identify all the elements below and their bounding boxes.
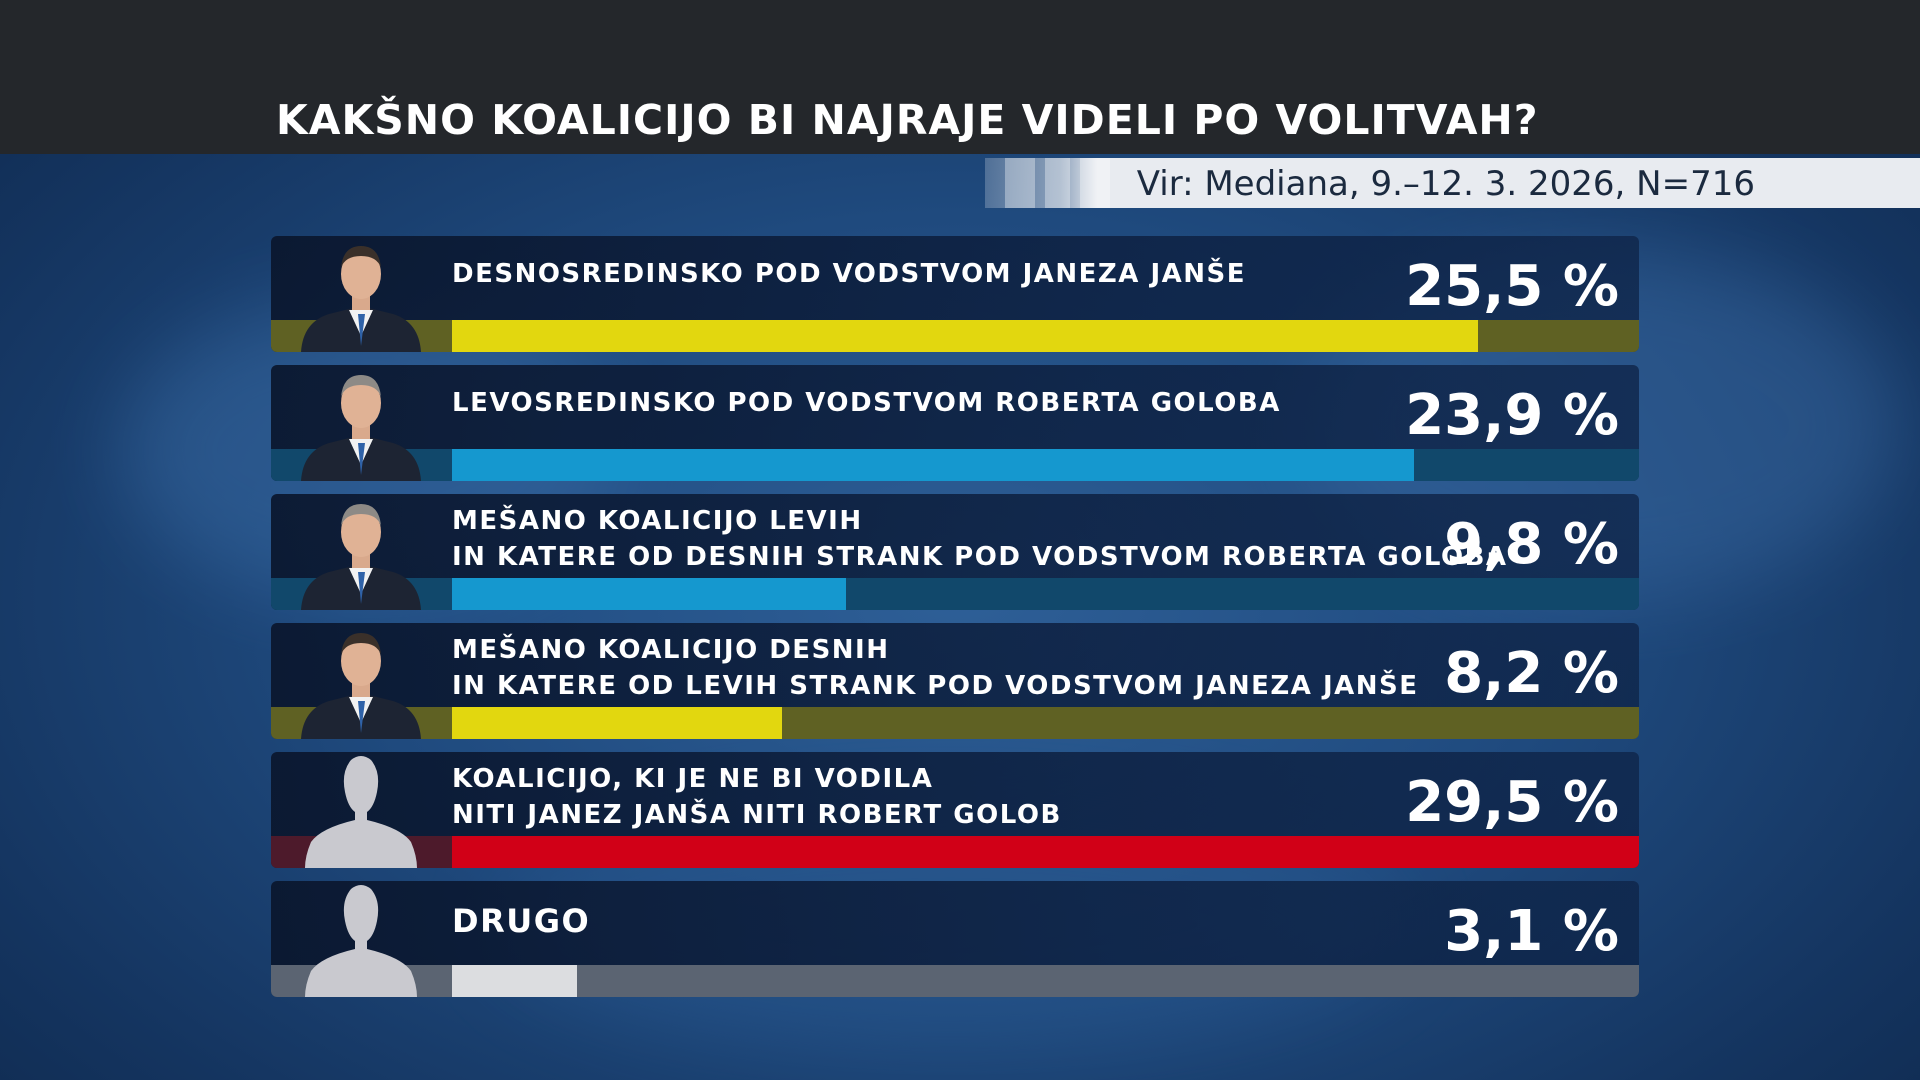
bar xyxy=(452,965,577,997)
category-label: MEŠANO KOALICIJO LEVIH xyxy=(452,506,863,536)
header-band xyxy=(0,0,1920,154)
bar xyxy=(452,449,1414,481)
chart-title: KAKŠNO KOALICIJO BI NAJRAJE VIDELI PO VO… xyxy=(276,96,1539,144)
category-label: DESNOSREDINSKO POD VODSTVOM JANEZA JANŠE xyxy=(452,259,1246,289)
chart-row: KOALICIJO, KI JE NE BI VODILA NITI JANEZ … xyxy=(271,752,1639,868)
bar xyxy=(452,320,1478,352)
chart-row: MEŠANO KOALICIJO LEVIH IN KATERE OD DESNI… xyxy=(271,494,1639,610)
person-silhouette-icon xyxy=(305,756,417,868)
value-label: 23,9 % xyxy=(1405,383,1619,448)
person-silhouette-icon xyxy=(305,885,417,997)
category-label: NITI JANEZ JANŠA NITI ROBERT GOLOB xyxy=(452,800,1062,830)
portrait-icon xyxy=(301,246,421,352)
source-label: Vir: Mediana, 9.–12. 3. 2026, N=716 xyxy=(1136,164,1755,204)
portrait-icon xyxy=(301,633,421,739)
category-label: KOALICIJO, KI JE NE BI VODILA xyxy=(452,764,934,794)
category-label: MEŠANO KOALICIJO DESNIH xyxy=(452,635,890,665)
bar xyxy=(452,707,782,739)
category-label: IN KATERE OD DESNIH STRANK POD VODSTVOM … xyxy=(452,542,1508,572)
category-label: DRUGO xyxy=(452,902,591,940)
bar xyxy=(452,836,1639,868)
value-label: 8,2 % xyxy=(1444,641,1619,706)
source-strip: Vir: Mediana, 9.–12. 3. 2026, N=716 xyxy=(985,158,1920,208)
chart-row: LEVOSREDINSKO POD VODSTVOM ROBERTA GOLOB… xyxy=(271,365,1639,481)
value-label: 9,8 % xyxy=(1444,512,1619,577)
chart-row: DESNOSREDINSKO POD VODSTVOM JANEZA JANŠE… xyxy=(271,236,1639,352)
chart-row: DRUGO 3,1 % xyxy=(271,881,1639,997)
portrait-icon xyxy=(301,375,421,481)
category-label: IN KATERE OD LEVIH STRANK POD VODSTVOM J… xyxy=(452,671,1419,701)
value-label: 29,5 % xyxy=(1405,770,1619,835)
bar xyxy=(452,578,846,610)
value-label: 25,5 % xyxy=(1405,254,1619,319)
chart-row: MEŠANO KOALICIJO DESNIH IN KATERE OD LEVI… xyxy=(271,623,1639,739)
category-label: LEVOSREDINSKO POD VODSTVOM ROBERTA GOLOB… xyxy=(452,388,1281,418)
portrait-icon xyxy=(301,504,421,610)
value-label: 3,1 % xyxy=(1444,899,1619,964)
